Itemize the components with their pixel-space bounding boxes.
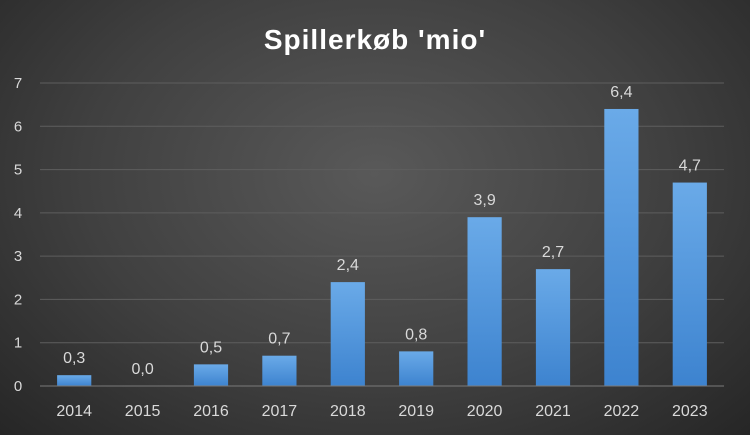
- y-tick-label: 3: [14, 248, 22, 265]
- data-label-2023: 4,7: [679, 158, 701, 175]
- y-tick-label: 0: [14, 378, 22, 395]
- y-tick-label: 2: [14, 291, 22, 308]
- data-label-2020: 3,9: [473, 192, 495, 209]
- x-tick-label-2017: 2017: [262, 403, 298, 420]
- bar-2023: [672, 182, 707, 386]
- data-label-2018: 2,4: [337, 257, 359, 274]
- x-axis-ticks: 2014 2015 2016 2017 2018 2019 2020 2021 2022 2023: [56, 403, 707, 420]
- x-tick-label-2018: 2018: [330, 403, 366, 420]
- bar-2020: [467, 217, 502, 386]
- y-tick-label: 5: [14, 162, 22, 179]
- x-tick-label-2022: 2022: [604, 403, 640, 420]
- y-tick-label: 7: [14, 75, 22, 92]
- x-tick-label-2023: 2023: [672, 403, 708, 420]
- data-label-2015: 0,0: [131, 361, 153, 378]
- y-tick-label: 4: [14, 205, 22, 222]
- y-axis-ticks: 0 1 2 3 4 5 6 7: [14, 75, 22, 395]
- data-label-2016: 0,5: [200, 339, 222, 356]
- gridlines: [40, 82, 724, 344]
- x-tick-label-2021: 2021: [535, 403, 571, 420]
- x-tick-label-2020: 2020: [467, 403, 503, 420]
- y-tick-label: 1: [14, 335, 22, 352]
- bar-2017: [262, 355, 297, 386]
- chart-title: Spillerkøb 'mio': [264, 24, 486, 55]
- data-label-2022: 6,4: [610, 84, 632, 101]
- bar-2018: [330, 282, 365, 386]
- bar-2019: [399, 351, 434, 386]
- bar-2021: [535, 269, 571, 386]
- data-label-2014: 0,3: [63, 350, 85, 367]
- x-tick-label-2015: 2015: [125, 403, 161, 420]
- x-tick-label-2016: 2016: [193, 403, 229, 420]
- data-labels: 0,3 0,0 0,5 0,7 2,4 0,8 3,9 2,7 6,4 4,7: [63, 84, 701, 378]
- bars: [57, 108, 707, 386]
- bar-2022: [604, 108, 639, 386]
- data-label-2019: 0,8: [405, 326, 427, 343]
- bar-2014: [57, 375, 92, 386]
- y-tick-label: 6: [14, 118, 22, 135]
- data-label-2017: 0,7: [268, 331, 290, 348]
- x-tick-label-2019: 2019: [398, 403, 434, 420]
- x-tick-label-2014: 2014: [56, 403, 92, 420]
- data-label-2021: 2,7: [542, 244, 564, 261]
- bar-2016: [193, 364, 229, 386]
